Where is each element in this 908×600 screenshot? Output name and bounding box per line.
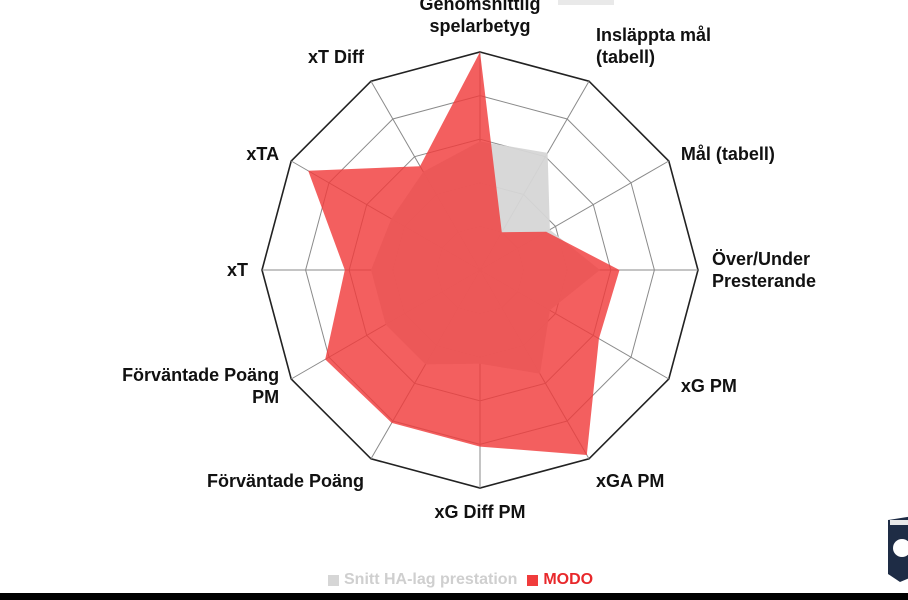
legend-label-1: MODO — [543, 571, 594, 588]
axis-label-10: xTA — [246, 144, 279, 164]
axis-label-6-line-0: xG Diff PM — [434, 502, 525, 522]
axis-label-6: xG Diff PM — [434, 502, 525, 522]
axis-label-8-line-1: PM — [252, 387, 279, 407]
axis-label-3-line-0: Över/Under — [712, 249, 810, 269]
axis-label-4: xG PM — [681, 376, 737, 396]
axis-label-3-line-1: Presterande — [712, 271, 816, 291]
legend-label-0: Snitt HA-lag prestation — [344, 571, 518, 588]
axis-label-0-line-1: spelarbetyg — [429, 16, 530, 36]
axis-label-7-line-0: Förväntade Poäng — [207, 471, 364, 491]
radar-axis-labels: Genomsnittlig spelarbetyg Insläppta mål (ta… — [122, 0, 816, 522]
top-tab-edge — [558, 0, 614, 5]
axis-label-0: Genomsnittlig spelarbetyg — [420, 0, 541, 36]
axis-label-2-line-0: Mål (tabell) — [681, 144, 775, 164]
logo-badge-icon — [888, 516, 908, 582]
axis-label-11: xT Diff — [308, 47, 365, 67]
axis-label-8-line-0: Förväntade Poäng — [122, 365, 279, 385]
axis-label-2: Mål (tabell) — [681, 144, 775, 164]
axis-label-1-line-0: Insläppta mål — [596, 25, 711, 45]
axis-label-7: Förväntade Poäng — [207, 471, 364, 491]
series-area-1 — [308, 52, 620, 455]
radar-series — [308, 51, 620, 456]
legend-swatch-0 — [328, 574, 339, 586]
legend-item-1: MODO — [527, 571, 593, 589]
legend-swatch-1 — [527, 574, 539, 586]
chart-legend: Snitt HA-lag prestation MODO — [328, 571, 593, 589]
axis-label-5: xGA PM — [596, 471, 664, 491]
axis-label-11-line-0: xT Diff — [308, 47, 365, 67]
axis-label-8: Förväntade Poäng PM — [122, 365, 279, 407]
axis-label-10-line-0: xTA — [246, 144, 279, 164]
axis-label-4-line-0: xG PM — [681, 376, 737, 396]
axis-label-9: xT — [227, 260, 248, 280]
axis-label-1: Insläppta mål (tabell) — [596, 25, 711, 67]
axis-label-0-line-0: Genomsnittlig — [420, 0, 541, 14]
axis-label-1-line-1: (tabell) — [596, 47, 655, 67]
axis-label-9-line-0: xT — [227, 260, 248, 280]
axis-label-3: Över/Under Presterande — [712, 249, 816, 291]
legend-item-0: Snitt HA-lag prestation — [328, 571, 517, 589]
axis-label-5-line-0: xGA PM — [596, 471, 664, 491]
